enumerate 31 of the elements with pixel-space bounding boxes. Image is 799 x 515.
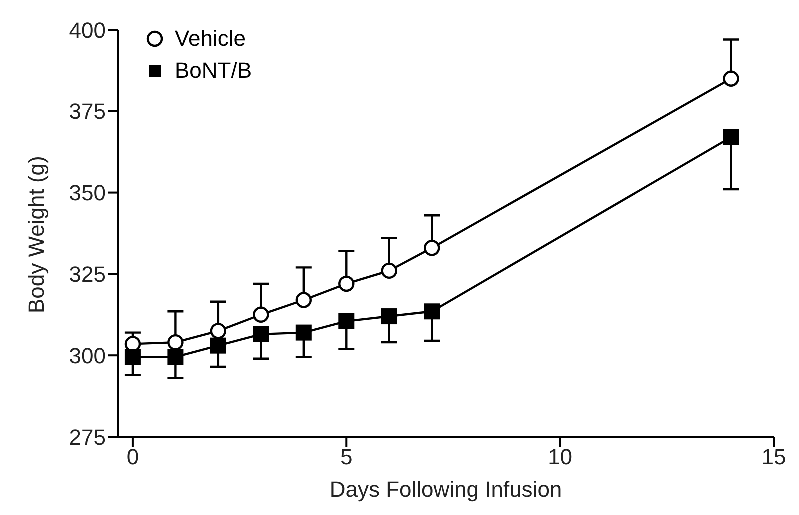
point: [253, 306, 270, 323]
x-axis-title: Days Following Infusion: [330, 477, 562, 502]
x-tick-label: 5: [340, 444, 353, 470]
y-tick-label: 375: [69, 99, 106, 124]
point: [124, 349, 141, 366]
point: [338, 313, 355, 330]
x-tick-label: 0: [126, 444, 140, 470]
legend-label: Vehicle: [175, 26, 246, 52]
legend-label: BoNT/B: [175, 58, 252, 84]
x-tick-label: 15: [762, 444, 786, 470]
point: [381, 308, 398, 325]
y-axis-title: Body Weight (g): [24, 156, 49, 314]
point: [296, 324, 312, 341]
point: [253, 326, 270, 342]
point: [723, 129, 740, 146]
point: [210, 323, 227, 340]
point: [424, 240, 440, 256]
x-tick-label: 10: [548, 444, 573, 470]
point: [338, 276, 355, 292]
y-tick-label: 400: [69, 18, 106, 43]
point: [168, 349, 184, 366]
y-tick-label: 275: [69, 424, 106, 450]
point: [296, 292, 312, 308]
y-tick-label: 325: [69, 262, 106, 288]
point: [381, 262, 398, 280]
point: [168, 334, 184, 351]
point: [210, 338, 226, 354]
point: [723, 70, 740, 87]
y-tick-label: 300: [69, 343, 106, 368]
point: [424, 304, 440, 320]
y-tick-label: 350: [69, 180, 106, 206]
